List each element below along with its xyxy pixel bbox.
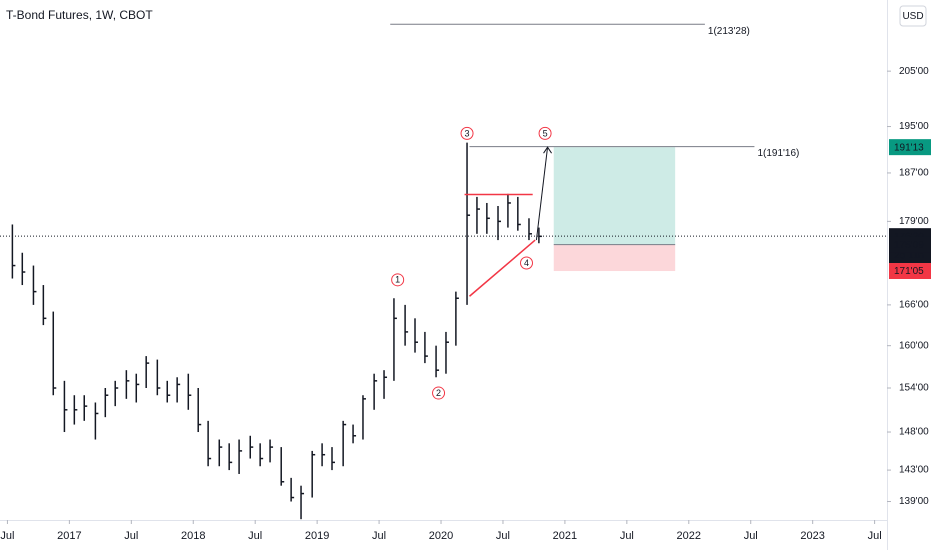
currency-label[interactable]: USD <box>902 11 923 22</box>
x-tick-label: 2018 <box>181 530 205 542</box>
y-tick-label: 179'00 <box>899 216 929 227</box>
y-tick-label: 139'00 <box>899 496 929 507</box>
y-tick-label: 187'00 <box>899 168 929 179</box>
entry-price-label-box <box>889 236 931 253</box>
level-label: 1(213'28) <box>708 26 750 37</box>
x-tick-label: Jul <box>744 530 758 542</box>
wave-circle <box>538 126 552 140</box>
wave-circle <box>460 126 474 140</box>
x-tick-label: Jul <box>496 530 510 542</box>
x-tick-label: 2020 <box>429 530 453 542</box>
x-tick-label: 2019 <box>305 530 329 542</box>
wave-label: 3 <box>465 128 470 138</box>
target-price-label: 191'13 <box>894 142 924 153</box>
trendline <box>469 239 536 297</box>
wave-label: 2 <box>436 388 441 398</box>
entry-price-label: 175'09 <box>894 240 924 251</box>
y-tick-label: 148'00 <box>899 427 929 438</box>
y-tick-label: 195'00 <box>899 121 929 132</box>
loss-zone <box>553 244 676 272</box>
wave-circle <box>391 273 405 287</box>
x-tick-label: 2022 <box>677 530 701 542</box>
x-tick-label: Jul <box>372 530 386 542</box>
profit-zone <box>553 147 676 245</box>
y-tick-label: 205'00 <box>899 66 929 77</box>
y-tick-label: 154'00 <box>899 383 929 394</box>
x-tick-label: 2021 <box>553 530 577 542</box>
y-tick-label: 143'00 <box>899 465 929 476</box>
x-tick-label: 2023 <box>800 530 824 542</box>
target-price-label-box <box>889 139 931 156</box>
level-label: 1(191'16) <box>757 148 799 159</box>
stop-price-label-box <box>889 263 931 280</box>
wave-label: 5 <box>543 128 548 138</box>
arrow-head <box>543 146 552 154</box>
projection-arrow <box>535 147 549 241</box>
x-tick-label: 2017 <box>57 530 81 542</box>
x-tick-label: Jul <box>248 530 262 542</box>
wave-circle <box>432 386 446 400</box>
x-tick-label: Jul <box>124 530 138 542</box>
x-tick-label: Jul <box>620 530 634 542</box>
x-tick-label: Jul <box>868 530 882 542</box>
stop-price-label: 171'05 <box>894 266 924 277</box>
x-tick-label: Jul <box>0 530 14 542</box>
wave-label: 4 <box>524 258 529 268</box>
currency-button[interactable] <box>899 5 927 27</box>
wave-label: 1 <box>395 275 400 285</box>
countdown-label: 2d 11h <box>894 250 924 261</box>
y-tick-label: 160'00 <box>899 340 929 351</box>
wave-circle <box>520 256 534 270</box>
y-tick-label: 166'00 <box>899 300 929 311</box>
chart-title: T-Bond Futures, 1W, CBOT <box>6 8 153 22</box>
